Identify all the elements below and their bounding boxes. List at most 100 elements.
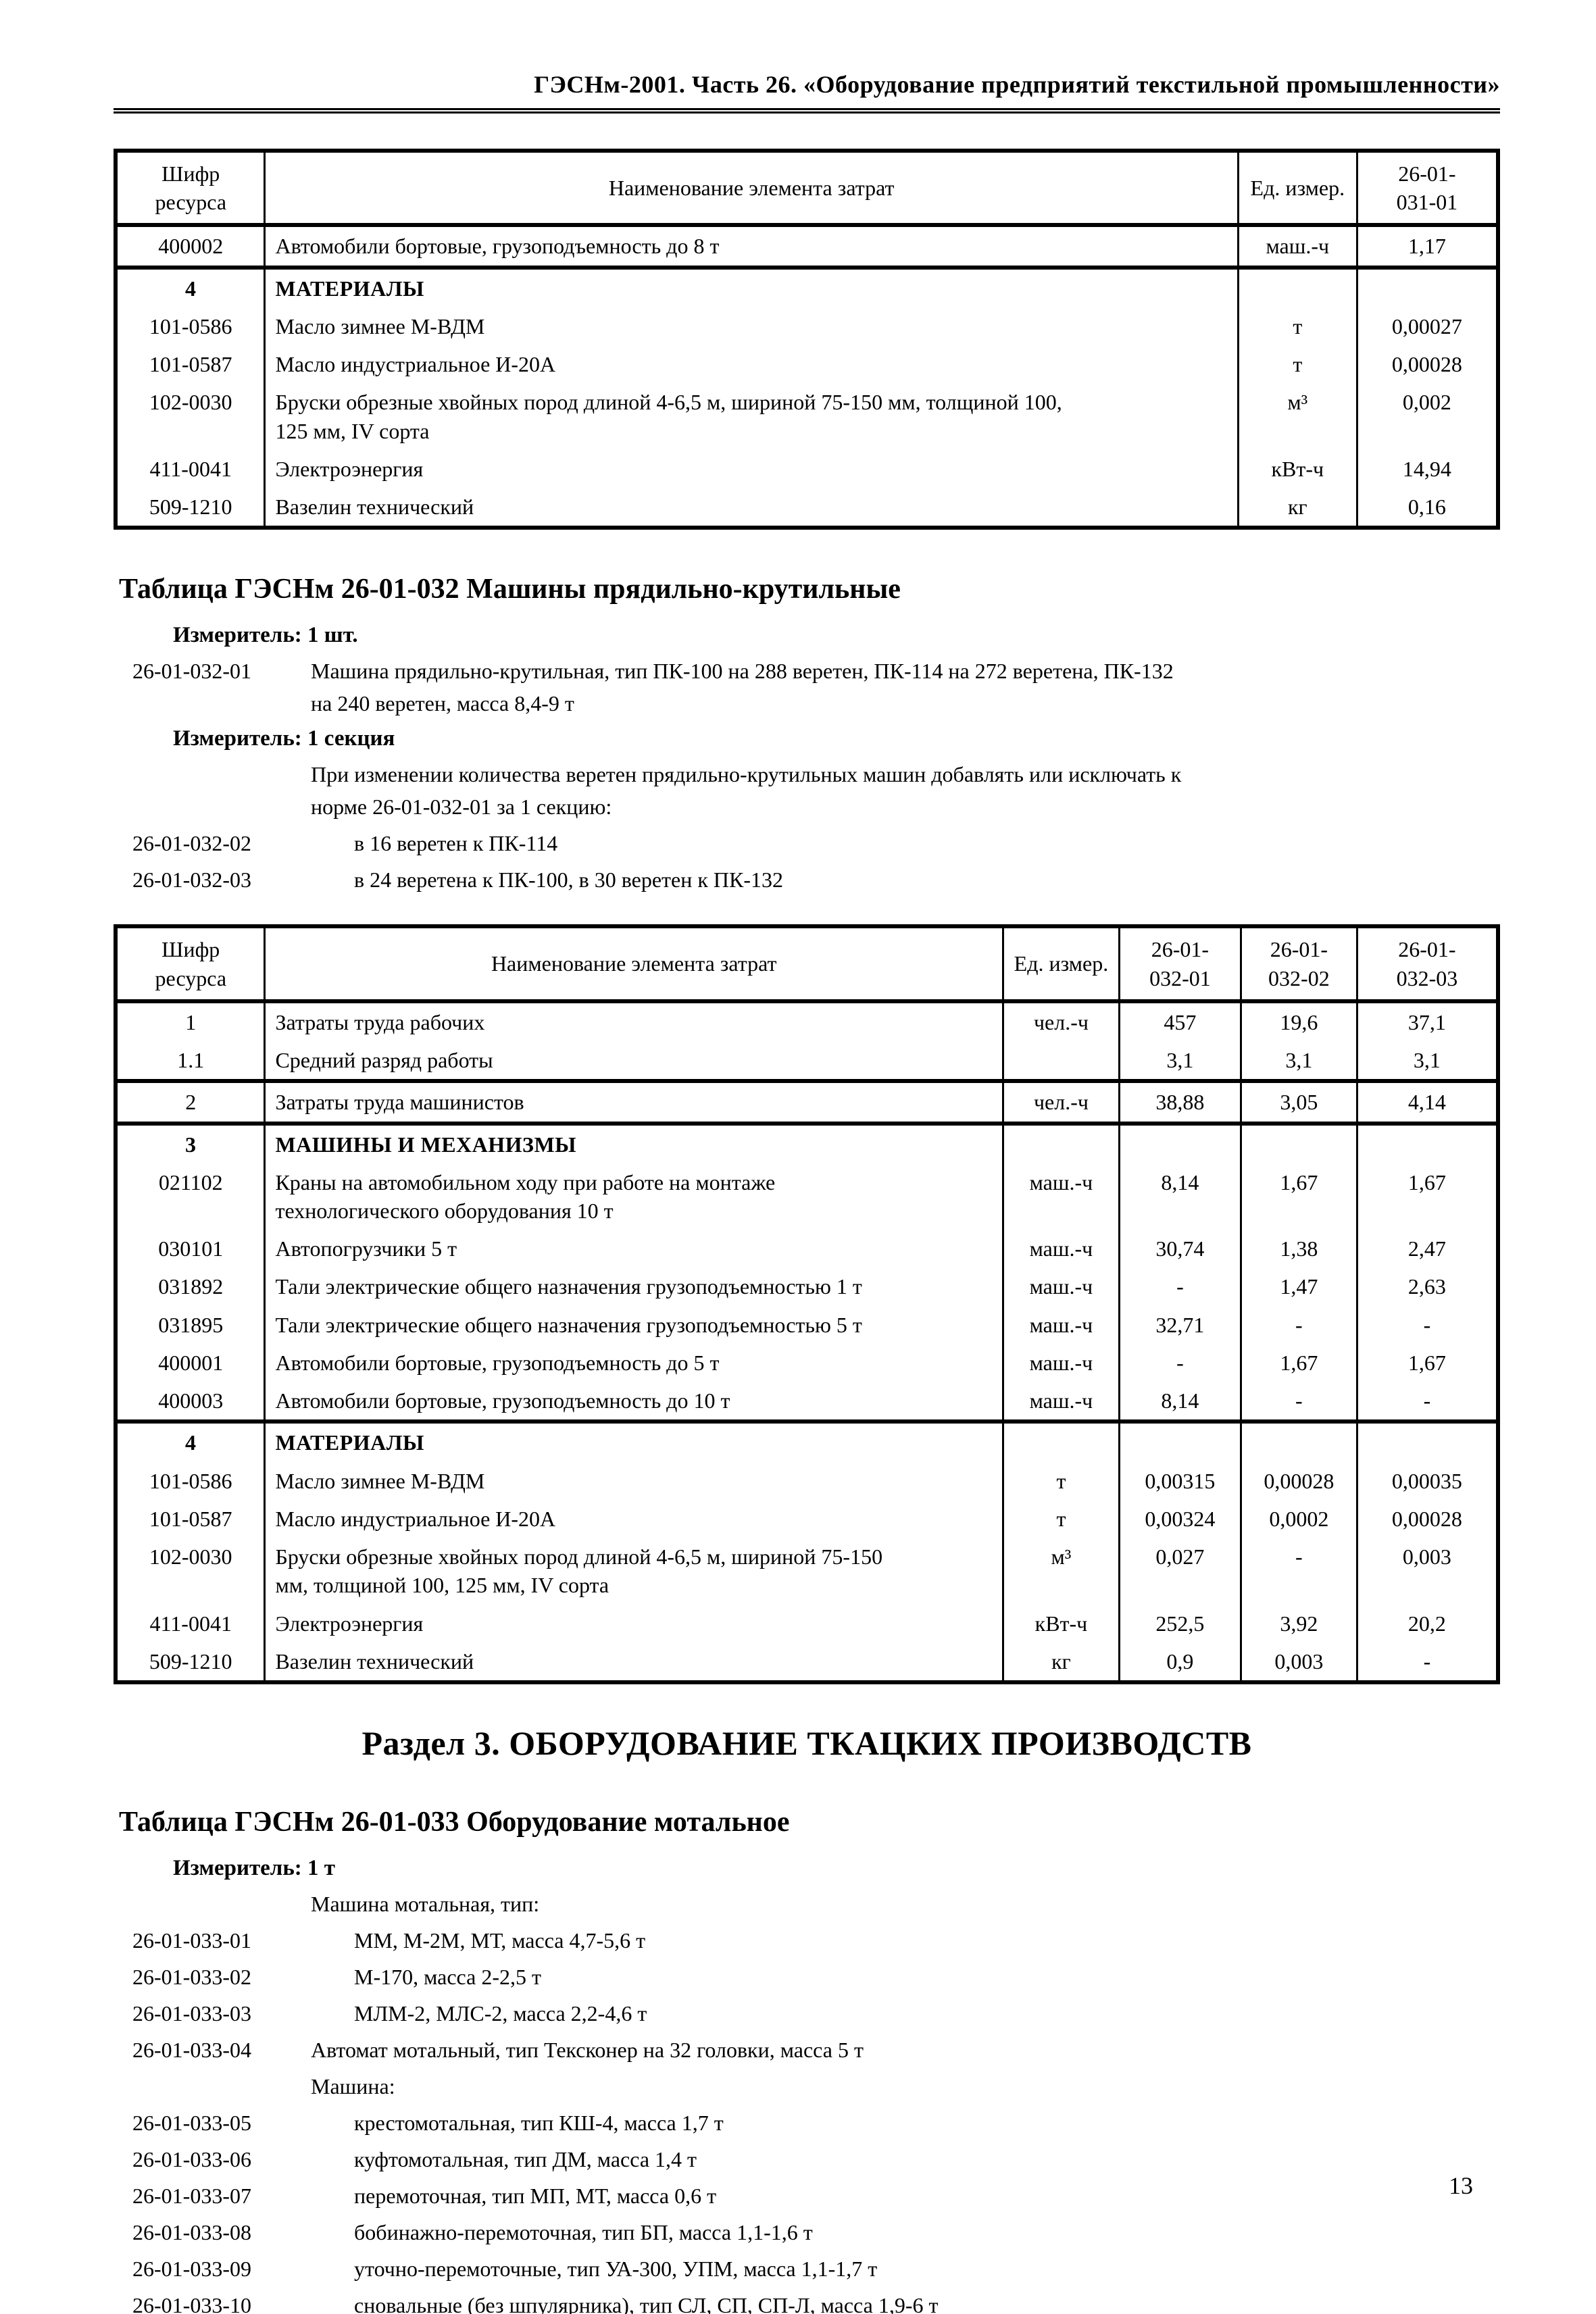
- cell-value-032-03: [1355, 1419, 1499, 1462]
- cell-value-032-02: 0,0002: [1239, 1499, 1358, 1538]
- table-row: 4 МАТЕРИАЛЫ: [114, 1419, 1499, 1462]
- cell-resource-code: 411-0041: [114, 1604, 266, 1642]
- cell-value-032-03: 1,67: [1355, 1163, 1499, 1230]
- cell-resource-code: 400003: [114, 1382, 266, 1422]
- table-header-row: Шифр ресурса Наименование элемента затра…: [114, 926, 1499, 1003]
- cell-value-032-02: 19,6: [1239, 1001, 1358, 1042]
- cell-value-031-01: 0,00028: [1355, 345, 1499, 384]
- cell-value-032-01: 0,9: [1118, 1642, 1242, 1683]
- cell-value-032-02: -: [1239, 1305, 1358, 1344]
- cell-value-032-01: 8,14: [1118, 1163, 1242, 1230]
- cell-unit: м³: [1237, 383, 1358, 450]
- table-row: 3 МАШИНЫ И МЕХАНИЗМЫ: [114, 1121, 1499, 1163]
- cell-value-032-01: -: [1118, 1343, 1242, 1382]
- norm-text: Автомат мотальный, тип Тексконер на 32 г…: [311, 2038, 864, 2063]
- cell-unit: [1002, 1041, 1120, 1082]
- cell-resource-code: 400002: [114, 225, 266, 268]
- norm-item: 26-01-033-10 сновальные (без шпулярника)…: [114, 2289, 1500, 2314]
- cell-unit: маш.-ч: [1002, 1230, 1120, 1268]
- cell-cost-element-name: Масло зимнее М-ВДМ: [264, 307, 1239, 346]
- table-row: 101-0587 Масло индустриальное И-20А т 0,…: [114, 345, 1499, 384]
- col-header-norm-032-02: 26-01- 032-02: [1239, 926, 1358, 1003]
- norm-item: 26-01-033-03 МЛМ-2, МЛС-2, масса 2,2-4,6…: [114, 1997, 1500, 2030]
- cell-resource-code: 021102: [114, 1163, 266, 1230]
- cell-cost-element-name: Автомобили бортовые, грузоподъемность до…: [264, 1343, 1005, 1382]
- norm-text: сновальные (без шпулярника), тип СЛ, СП,…: [354, 2293, 939, 2314]
- col-header-norm-031-01: 26-01- 031-01: [1355, 151, 1499, 228]
- spacer: [114, 900, 1500, 924]
- cell-cost-element-name: МАТЕРИАЛЫ: [264, 1419, 1005, 1462]
- norm-list-033: Машина мотальная, тип: 26-01-033-01 ММ, …: [114, 1888, 1500, 2314]
- cell-unit: кг: [1002, 1642, 1120, 1683]
- norm-code: 26-01-033-06: [132, 2147, 251, 2172]
- col-header-resource-code: Шифр ресурса: [114, 926, 266, 1003]
- norm-code: 26-01-032-02: [132, 831, 251, 856]
- table-032-body: 1 Затраты труда рабочих чел.-ч 457 19,6 …: [114, 1001, 1499, 1683]
- cell-cost-element-name: Автомобили бортовые, грузоподъемность до…: [264, 225, 1239, 268]
- norm-item: 26-01-033-09 уточно-перемоточные, тип УА…: [114, 2253, 1500, 2285]
- cell-value-032-02: 1,38: [1239, 1230, 1358, 1268]
- col-header-unit: Ед. измер.: [1237, 151, 1358, 228]
- cell-value-032-02: 3,1: [1239, 1041, 1358, 1082]
- norm-code: 26-01-033-02: [132, 1965, 251, 1990]
- norm-note: При изменении количества веретен прядиль…: [114, 758, 1500, 823]
- cell-value-032-01: -: [1118, 1267, 1242, 1306]
- norm-item: 26-01-033-07 перемоточная, тип МП, МТ, м…: [114, 2180, 1500, 2212]
- table-row: 2 Затраты труда машинистов чел.-ч 38,88 …: [114, 1079, 1499, 1124]
- norm-list-032: 26-01-032-02 в 16 веретен к ПК-114 26-01…: [114, 827, 1500, 896]
- table-031-body: 400002 Автомобили бортовые, грузоподъемн…: [114, 225, 1499, 528]
- page-number: 13: [1449, 2172, 1473, 2199]
- cell-value-032-01: 0,027: [1118, 1538, 1242, 1605]
- cell-value-032-03: 0,00035: [1355, 1461, 1499, 1500]
- table-row: 400002 Автомобили бортовые, грузоподъемн…: [114, 225, 1499, 268]
- cell-unit: чел.-ч: [1002, 1001, 1120, 1042]
- norm-item: 26-01-033-01 ММ, М-2М, МТ, масса 4,7-5,6…: [114, 1924, 1500, 1957]
- cell-value-032-03: 4,14: [1355, 1079, 1499, 1124]
- header-rule: [114, 108, 1500, 114]
- cell-cost-element-name: Вазелин технический: [264, 488, 1239, 528]
- table-title-26-01-033: Таблица ГЭСНм 26-01-033 Оборудование мот…: [119, 1807, 790, 1838]
- cell-value-032-03: -: [1355, 1642, 1499, 1683]
- norm-code: [114, 2070, 311, 2103]
- cell-resource-code: 4: [114, 265, 266, 307]
- cell-cost-element-name: Электроэнергия: [264, 1604, 1005, 1642]
- cell-resource-code: 101-0586: [114, 307, 266, 346]
- norm-text: Машина прядильно-крутильная, тип ПК-100 …: [311, 659, 1174, 716]
- cost-table-26-01-031: Шифр ресурса Наименование элемента затра…: [114, 149, 1500, 530]
- norm-item: 26-01-033-06 куфтомотальная, тип ДМ, мас…: [114, 2143, 1500, 2175]
- norm-item: 26-01-033-05 крестомотальная, тип КШ-4, …: [114, 2107, 1500, 2139]
- norm-text: бобинажно-перемоточная, тип БП, масса 1,…: [354, 2220, 813, 2245]
- cell-value-032-03: 3,1: [1355, 1041, 1499, 1082]
- cell-value-032-02: [1239, 1121, 1358, 1163]
- norm-code: 26-01-033-08: [132, 2220, 251, 2245]
- table-row: 400001 Автомобили бортовые, грузоподъемн…: [114, 1343, 1499, 1382]
- cell-cost-element-name: Средний разряд работы: [264, 1041, 1005, 1082]
- cell-value-032-01: 3,1: [1118, 1041, 1242, 1082]
- cell-value-032-02: 3,05: [1239, 1079, 1358, 1124]
- cell-value-032-03: -: [1355, 1305, 1499, 1344]
- table-row: 030101 Автопогрузчики 5 т маш.-ч 30,74 1…: [114, 1230, 1499, 1268]
- table-row: 411-0041 Электроэнергия кВт-ч 14,94: [114, 449, 1499, 488]
- cell-cost-element-name: Электроэнергия: [264, 449, 1239, 488]
- cell-unit: маш.-ч: [1002, 1382, 1120, 1422]
- norm-text: в 16 веретен к ПК-114: [354, 831, 558, 856]
- cell-value-032-02: 3,92: [1239, 1604, 1358, 1642]
- cell-unit: [1237, 265, 1358, 307]
- cell-resource-code: 102-0030: [114, 383, 266, 450]
- norm-code: [114, 758, 311, 823]
- norm-code: 26-01-033-09: [132, 2257, 251, 2282]
- cell-unit: кВт-ч: [1002, 1604, 1120, 1642]
- cell-value-031-01: 1,17: [1355, 225, 1499, 268]
- cell-value-032-03: 2,63: [1355, 1267, 1499, 1306]
- cell-cost-element-name: МАШИНЫ И МЕХАНИЗМЫ: [264, 1121, 1005, 1163]
- norm-item: Машина:: [114, 2070, 1500, 2103]
- norm-text: куфтомотальная, тип ДМ, масса 1,4 т: [354, 2147, 697, 2172]
- cell-resource-code: 101-0587: [114, 1499, 266, 1538]
- meter-1-t: Измеритель: 1 т: [173, 1856, 335, 1881]
- table-row: 509-1210 Вазелин технический кг 0,9 0,00…: [114, 1642, 1499, 1683]
- cell-resource-code: 030101: [114, 1230, 266, 1268]
- cell-cost-element-name: Автомобили бортовые, грузоподъемность до…: [264, 1382, 1005, 1422]
- cell-resource-code: 411-0041: [114, 449, 266, 488]
- cell-cost-element-name: Бруски обрезные хвойных пород длиной 4-6…: [264, 1538, 1005, 1605]
- cell-value-032-01: 32,71: [1118, 1305, 1242, 1344]
